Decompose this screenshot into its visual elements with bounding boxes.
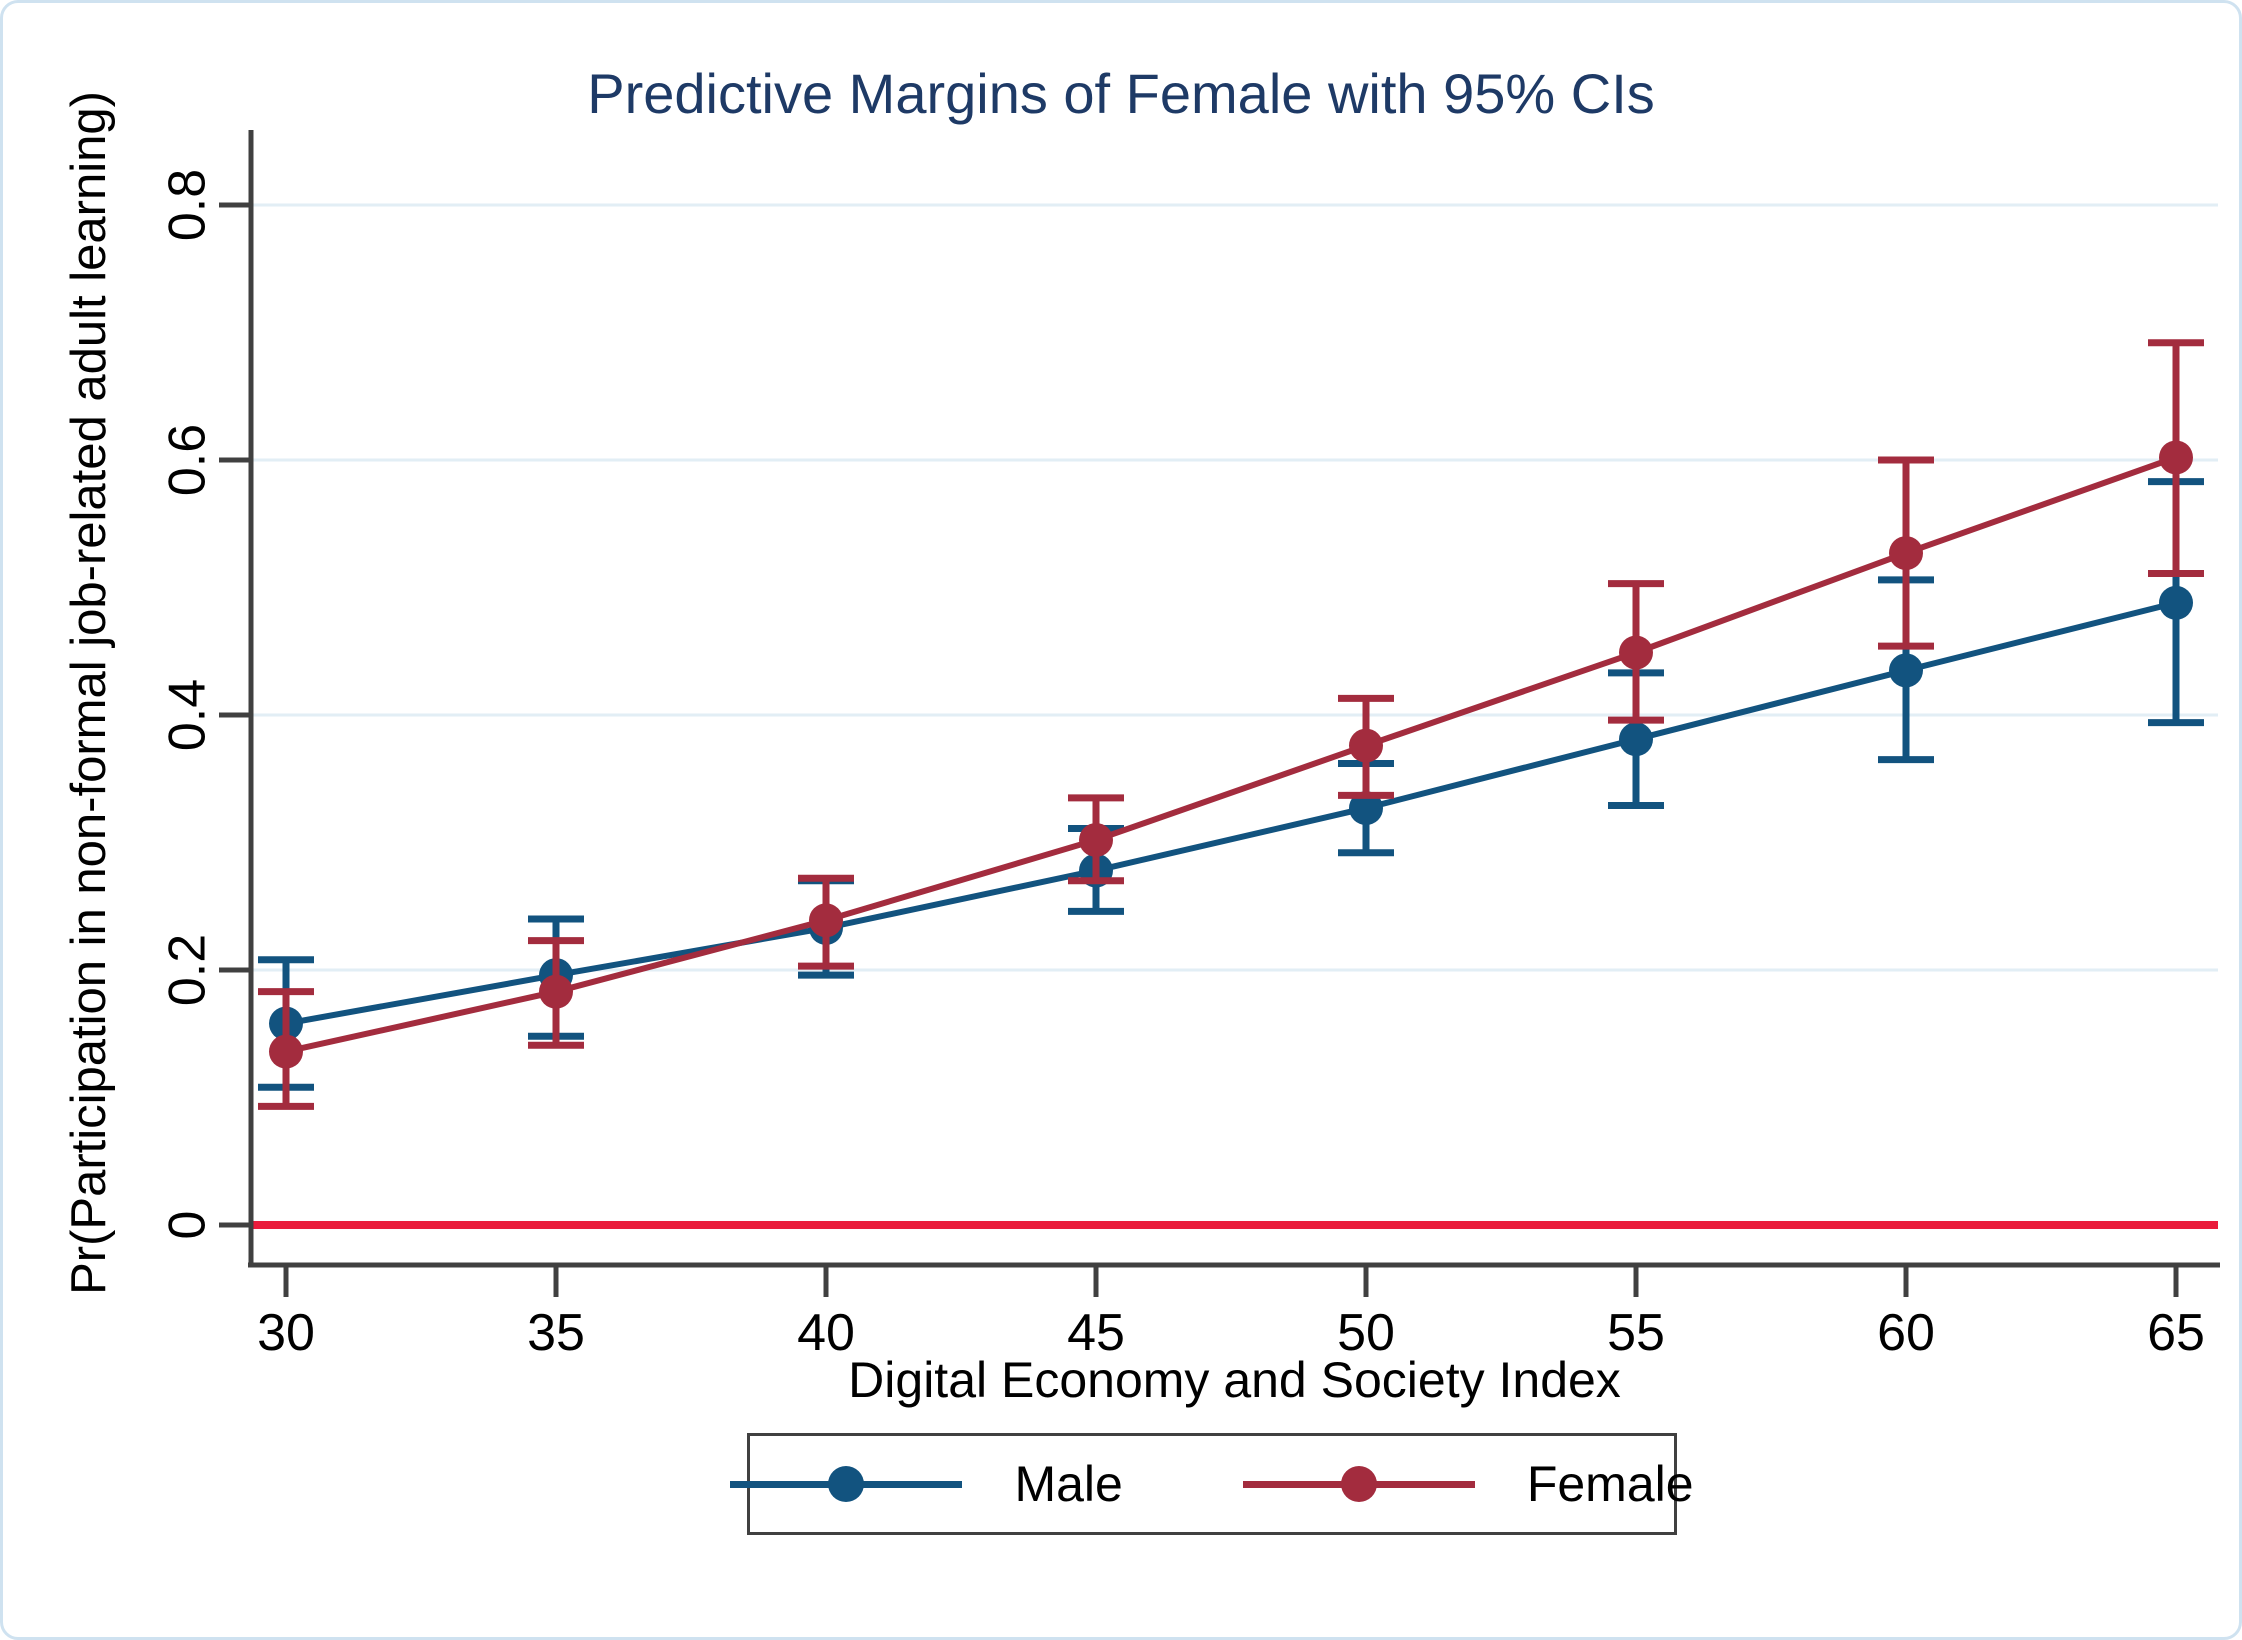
female-line [285, 454, 2178, 1055]
female-point [1079, 822, 1113, 857]
female-point [269, 1034, 303, 1069]
x-tick-label: 30 [257, 1304, 315, 1362]
x-tick-label: 50 [1337, 1304, 1395, 1362]
legend-label-female: Female [1526, 1456, 1694, 1512]
x-tick-label: 45 [1067, 1304, 1125, 1362]
legend-label-male: Male [1014, 1456, 1123, 1512]
female-line-marker-icon [1242, 1466, 1475, 1502]
male-line [285, 599, 2177, 1027]
y-tick-label: 0 [159, 1211, 217, 1240]
x-tick-label: 55 [1607, 1304, 1665, 1362]
male-point [2159, 585, 2193, 620]
legend: Male Female [730, 1433, 1694, 1535]
plot-area: 0 0.2 0.4 0.6 0.8 30 35 40 45 50 55 60 65 [159, 130, 2220, 1362]
female-point [809, 903, 843, 938]
chart-title: Predictive Margins of Female with 95% CI… [587, 62, 1655, 125]
male-point [1889, 653, 1923, 688]
x-tick-label: 60 [1877, 1304, 1935, 1362]
male-dot-icon [828, 1466, 865, 1502]
female-point [1889, 536, 1923, 571]
legend-item-male: Male [730, 1455, 1123, 1513]
y-tick-label: 0.6 [159, 424, 217, 496]
y-tick-label: 0.2 [159, 934, 217, 1006]
male-point [1619, 722, 1653, 757]
male-point [1349, 791, 1383, 826]
female-point [1349, 728, 1383, 763]
y-tick-label: 0.4 [159, 679, 217, 751]
x-axis-title: Digital Economy and Society Index [848, 1352, 1621, 1408]
x-tick-label: 35 [527, 1304, 585, 1362]
x-tick-label: 65 [2147, 1304, 2205, 1362]
female-point [2159, 440, 2193, 475]
female-dot-icon [1340, 1466, 1377, 1502]
x-tick-label: 40 [797, 1304, 855, 1362]
female-point [539, 974, 573, 1009]
legend-item-female: Female [1242, 1455, 1694, 1513]
female-point [1619, 635, 1653, 670]
y-tick-label: 0.8 [159, 169, 217, 241]
male-line-marker-icon [730, 1466, 963, 1502]
